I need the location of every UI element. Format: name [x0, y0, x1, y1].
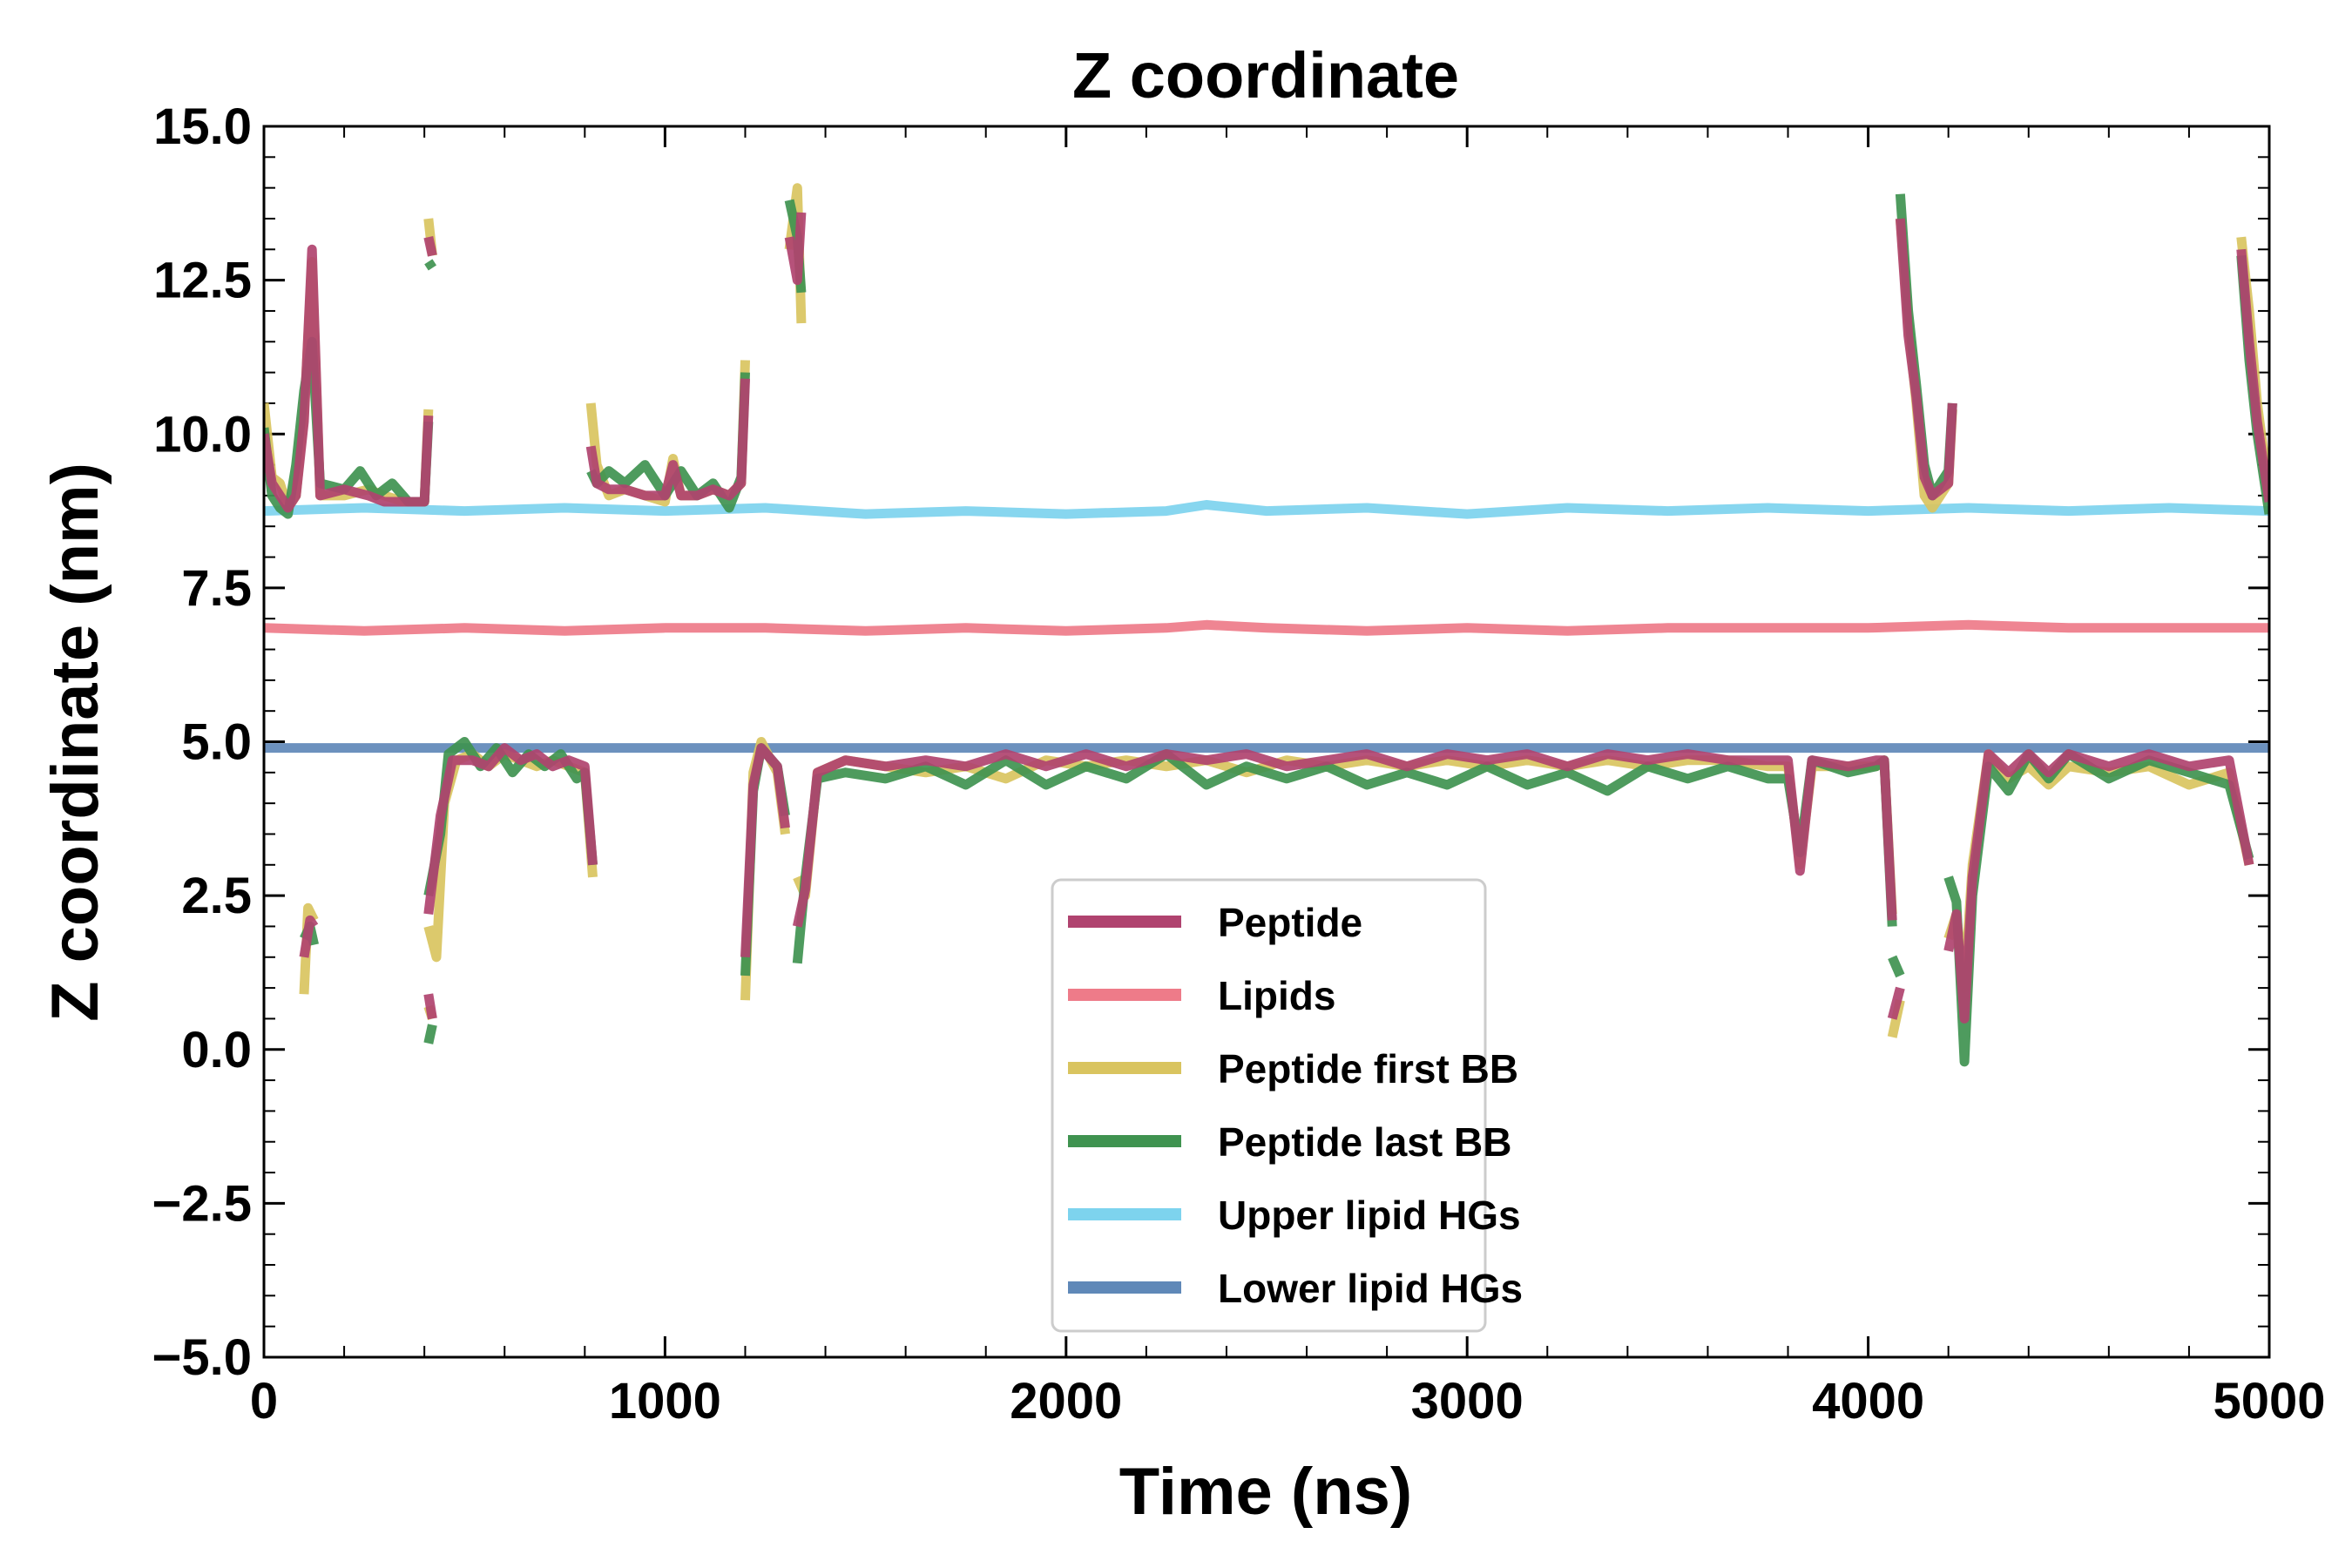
series-line-peptide — [264, 244, 434, 513]
x-tick-label: 4000 — [1812, 1373, 1924, 1429]
series-line-lipids — [264, 619, 2269, 636]
y-tick-label: −5.0 — [152, 1329, 253, 1386]
legend-label: Lipids — [1218, 973, 1335, 1018]
legend-label: Upper lipid HGs — [1218, 1193, 1521, 1238]
y-tick-label: 2.5 — [181, 868, 252, 924]
series-line-peptide — [1943, 749, 2254, 1024]
legend-label: Peptide — [1218, 900, 1362, 945]
series-lipids — [264, 619, 2269, 636]
plot-frame — [262, 125, 2271, 1359]
y-tick-label: 10.0 — [153, 406, 252, 463]
series-line-peptide-last-bb — [423, 737, 598, 897]
y-tick-label: 5.0 — [181, 714, 252, 771]
series-line-peptide — [423, 236, 437, 257]
legend: Peptide Lipids Peptide first BB Peptide las… — [1051, 878, 1523, 1333]
series-line-peptide — [2236, 248, 2269, 503]
series-peptide — [264, 212, 2269, 1024]
series-line-peptide — [1887, 986, 1905, 1020]
y-tick-label: −2.5 — [152, 1175, 253, 1232]
series-line-upper-lipid-hgs — [264, 500, 2269, 519]
x-tick-label: 1000 — [609, 1373, 721, 1429]
series-line-peptide — [740, 743, 790, 958]
series-line-peptide-last-bb — [1888, 955, 1905, 978]
chart-title: Z coordinate — [1072, 39, 1459, 112]
x-axis-label: Time (ns) — [1119, 1455, 1412, 1529]
x-tick-label: 3000 — [1411, 1373, 1524, 1429]
series-line-peptide-last-bb — [1943, 749, 2254, 1067]
x-tick-label: 0 — [250, 1373, 278, 1429]
series-line-peptide — [585, 378, 750, 501]
series-upper-lipid-hgs — [264, 500, 2269, 519]
series-line-peptide — [423, 993, 437, 1020]
legend-label: Peptide last BB — [1218, 1119, 1511, 1165]
y-tick-label: 15.0 — [153, 98, 252, 155]
legend-label: Peptide first BB — [1218, 1046, 1518, 1092]
series-line-peptide — [1895, 218, 1957, 501]
series-line-peptide — [784, 212, 807, 286]
y-tick-label: 0.0 — [181, 1022, 252, 1078]
y-tick-label: 12.5 — [153, 253, 252, 309]
x-tick-label: 2000 — [1010, 1373, 1122, 1429]
series-group — [264, 183, 2269, 1067]
series-line-peptide-last-bb — [423, 1024, 437, 1044]
series-line-peptide-last-bb — [424, 259, 437, 271]
series-line-peptide — [792, 749, 1897, 928]
y-axis-label: Z coordinate (nm) — [38, 463, 112, 1022]
axis-ticks: 0 1000 2000 3000 4000 5000 −5.0 −2.5 0.0 2.5 5.0 7.… — [152, 98, 2326, 1429]
series-line-peptide-first-bb — [423, 749, 598, 963]
series-line-peptide-first-bb — [1943, 749, 2254, 993]
legend-box — [1051, 878, 1487, 1333]
x-tick-label: 5000 — [2213, 1373, 2325, 1429]
series-line-peptide — [423, 743, 598, 915]
series-line-peptide — [299, 915, 319, 958]
series-line-peptide-first-bb — [264, 256, 434, 513]
y-tick-label: 7.5 — [181, 560, 252, 617]
legend-label: Lower lipid HGs — [1218, 1266, 1523, 1311]
